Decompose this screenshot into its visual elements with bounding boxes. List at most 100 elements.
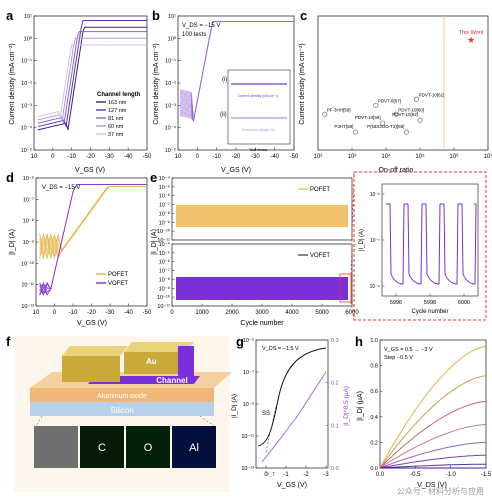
g-xtick-label: -1 (283, 472, 289, 478)
c-xtick-label: 10⁷ (484, 153, 492, 160)
au-label: Au (146, 357, 157, 366)
watermark: 公众号 · 材料分析与应用 (397, 486, 484, 496)
panel-letter-d: d (6, 170, 14, 185)
y-axis-label-b: Current density (mA cm⁻²) (153, 43, 160, 125)
ss-label: SS (262, 411, 270, 417)
panel-a: a 10⁻⁵ 10⁻⁴ 10⁻³ 10⁻² 10⁻¹ 10⁰ 10¹ 10 0 -10 -20 -3… (6, 8, 152, 174)
x-axis-label-e: Cycle number (240, 320, 284, 327)
inset-b (227, 69, 291, 145)
point-c-4 (393, 111, 399, 117)
curve-a-3 (37, 37, 147, 121)
g-right-ytick-label: 0.2 (331, 381, 339, 387)
a-ytick-label: 10⁻¹ (21, 59, 32, 65)
a-ytick-label: 10¹ (24, 14, 32, 20)
eds-connector-left (35, 415, 43, 427)
curve-d-vofet-13 (39, 184, 147, 293)
e-xtick-label: 1000 (195, 310, 209, 316)
annotation-tests-b: 100 tests (182, 32, 206, 38)
point-c-0 (322, 111, 328, 117)
inset-label-ii: (ii) (220, 112, 227, 118)
g-right-ytick-label: 0.0 (331, 466, 339, 472)
b-ytick-label: 10⁻⁵ (165, 147, 176, 154)
d-ytick-label: 10⁻¹² (21, 304, 34, 310)
d-xtick-label: -40 (124, 310, 133, 316)
g-left-ytick-label: 10⁻¹¹ (241, 434, 254, 440)
e-bottom-ytick-label: 10⁻⁹ (159, 285, 170, 292)
d-xtick-label: -10 (69, 310, 78, 316)
legend-label-d-1: VOFET (108, 281, 128, 287)
h-xtick-label: -1.0 (445, 472, 456, 478)
g-xtick-label: -2 (303, 472, 309, 478)
e-bottom-ytick-label: 10⁻⁴ (159, 241, 171, 248)
y-axis-label-a: Current density (mA cm⁻²) (9, 43, 16, 125)
curve-d-vofet-7 (39, 184, 147, 293)
b-xtick-label: -30 (251, 154, 260, 160)
b-xtick-label: 0 (196, 154, 200, 160)
point-c-1 (352, 129, 358, 135)
e-bottom-ytick-label: 10⁻¹⁰ (157, 294, 171, 301)
annotation-step-h: Step −0.5 V (384, 355, 413, 361)
e-top-ytick-label: 10⁻⁴ (159, 175, 171, 182)
zoom-frame (353, 171, 487, 321)
annotation-vgs-h: V_GS = 0.5 → −3 V (384, 347, 433, 353)
e-xtick-label: 6000 (345, 310, 359, 316)
eds-label-c: C (98, 442, 106, 454)
panel-letter-e: e (150, 170, 157, 185)
d-xtick-label: -50 (143, 310, 152, 316)
output-curve-h-4 (379, 441, 487, 469)
d-ytick-label: 10⁻⁷ (23, 196, 34, 203)
h-ytick-label: 0.4 (370, 415, 378, 421)
point-label-c-1: P3HT[58] (334, 124, 353, 129)
a-xtick-label: 10 (31, 154, 38, 160)
zoom-ytick-label: 10⁻⁹ (370, 284, 380, 290)
e-top-ytick-label: 10⁻⁹ (159, 219, 170, 226)
curve-b-23 (179, 21, 294, 122)
panel-d: d 10⁻¹² 10⁻¹¹ 10⁻¹⁰ 10⁻⁹ 10⁻⁸ 10⁻⁷ 10⁻⁶ 10 0 -10… (6, 170, 152, 327)
eds-map-o (126, 426, 170, 468)
e-xtick-label: 4000 (285, 310, 299, 316)
au-electrode-2 (124, 352, 186, 374)
curve-a-4 (37, 44, 147, 119)
h-xtick-label: 0.0 (376, 472, 385, 478)
y-axis-label-e: |I_D| (A) (151, 229, 158, 255)
zoom-pulse-curve (386, 203, 477, 285)
point-label-c-6: PDVT-10[61] (419, 92, 445, 97)
point-label-c-0: PF-3HH[56] (327, 107, 351, 112)
e-top-ytick-label: 10⁻⁸ (159, 210, 170, 217)
c-xtick-label: 10³ (348, 154, 357, 160)
e-xtick-label: 2000 (225, 310, 239, 316)
zoom-ytick-label: 10⁻⁷ (370, 238, 380, 244)
sem-image (34, 426, 78, 468)
output-curve-h-1 (379, 375, 487, 469)
zoom-xtick-label: 6000 (458, 300, 470, 306)
curve-d-pofet-26 (39, 186, 147, 257)
a-ytick-label: 10⁻⁵ (21, 147, 32, 154)
curve-d-pofet-25 (39, 186, 147, 260)
point-label-c-4: PDVT-10[60] (398, 107, 424, 112)
a-xtick-label: -10 (67, 154, 76, 160)
axes-frame-a (33, 15, 148, 151)
eds-label-o: O (144, 442, 153, 454)
legend-label-e-vofet: VOFET (310, 253, 330, 259)
h-ytick-label: 1.0 (370, 338, 378, 344)
e-bottom-ytick-label: 10⁻¹¹ (157, 304, 170, 310)
output-curve-h-0 (379, 345, 487, 469)
curve-a-0 (37, 26, 147, 131)
curve-d-pofet-29 (39, 186, 147, 260)
x-axis-label-h: V_DS (V) (417, 482, 447, 489)
b-ytick-label: 10¹ (168, 14, 176, 20)
h-ytick-label: 0.2 (370, 440, 378, 446)
e-top-ytick-label: 10⁻⁷ (159, 202, 170, 209)
eds-label-al: Al (189, 442, 199, 454)
legend-label-d-0: POFET (108, 272, 128, 278)
legend-title-a: Channel length (97, 92, 141, 98)
zoom-connector-bottom (350, 301, 355, 321)
a-ytick-label: 10⁻⁴ (21, 125, 33, 132)
legend-label-a-3: 60 nm (108, 124, 124, 130)
point-label-c-5: P(NDI2OD-T2)[58] (367, 124, 404, 129)
axes-frame-c (317, 15, 489, 151)
au-electrode-1 (62, 356, 120, 382)
a-xtick-label: -40 (124, 154, 133, 160)
b-xtick-label: -20 (232, 154, 241, 160)
c-xtick-label: 10⁴ (381, 153, 391, 160)
